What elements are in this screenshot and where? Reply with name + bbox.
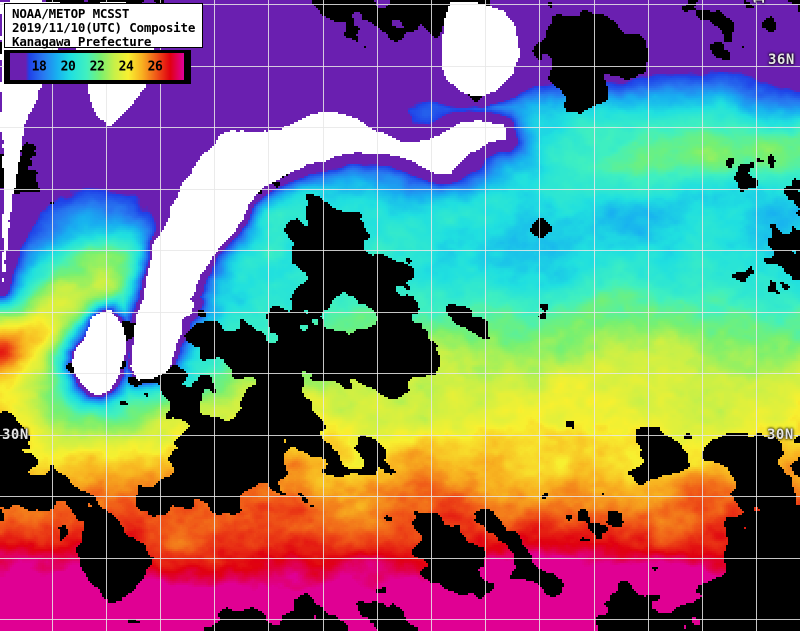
title-line-region: Kanagawa Prefecture	[12, 34, 152, 49]
title-line-product: NOAA/METOP MCSST	[12, 6, 130, 21]
colorbar-legend: 18 20 22 24 26	[4, 50, 191, 84]
colorbar-tick-24: 24	[118, 59, 134, 74]
colorbar-tick-26: 26	[147, 59, 163, 74]
colorbar-tick-22: 22	[89, 59, 105, 74]
title-line-date: 2019/11/10(UTC) Composite	[12, 20, 196, 35]
colorbar-gradient	[10, 53, 184, 80]
colorbar-tick-20: 20	[60, 59, 76, 74]
colorbar-tick-18: 18	[31, 59, 47, 74]
colorbar-strip: 18 20 22 24 26	[10, 53, 184, 80]
title-box: NOAA/METOP MCSST 2019/11/10(UTC) Composi…	[4, 3, 203, 49]
